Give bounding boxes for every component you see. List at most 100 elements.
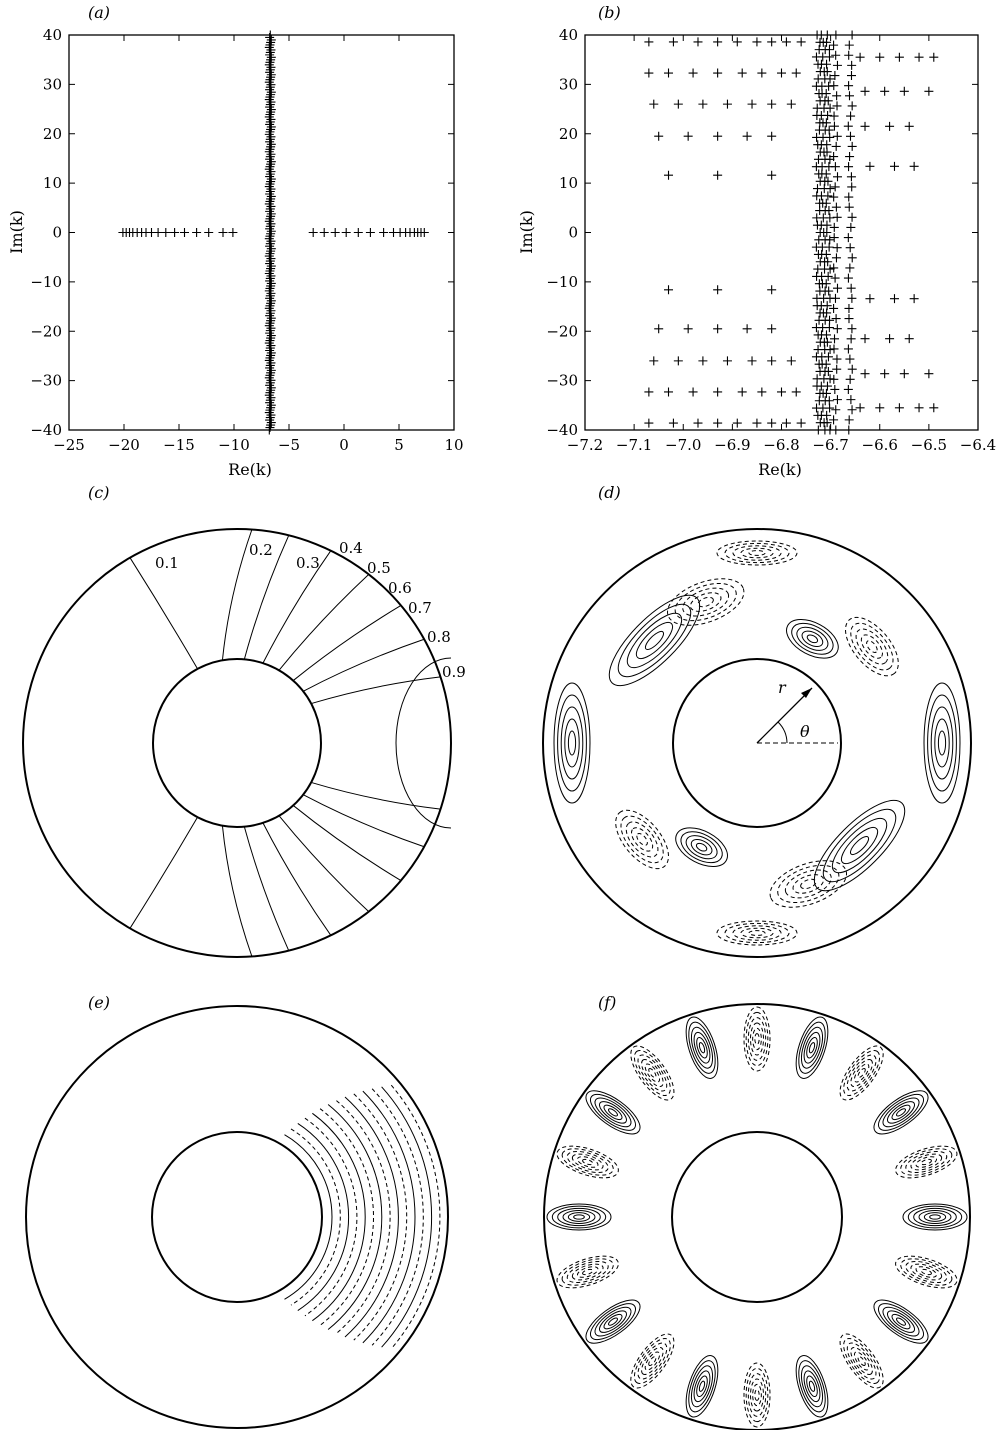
data-point — [264, 321, 274, 331]
data-point — [844, 425, 854, 435]
data-point — [319, 228, 329, 237]
data-point — [264, 425, 274, 435]
data-point — [767, 324, 777, 334]
data-point — [847, 324, 857, 334]
contour-line — [603, 1313, 623, 1330]
data-point — [832, 91, 842, 101]
y-tick-label: 20 — [43, 125, 62, 143]
contour-line — [732, 925, 782, 941]
panel-c-label: (c) — [88, 483, 109, 502]
data-point — [654, 324, 664, 334]
x-tick-label: −7.1 — [616, 436, 652, 454]
contour-line — [850, 1058, 873, 1087]
data-point — [264, 182, 274, 192]
contour-line — [221, 529, 253, 661]
contour-line — [791, 622, 834, 655]
data-point — [732, 37, 742, 47]
data-point — [713, 324, 723, 334]
data-point — [822, 308, 832, 318]
contour-line — [752, 1027, 762, 1051]
data-point — [894, 52, 904, 62]
data-point — [880, 369, 890, 379]
contour-line — [910, 1263, 943, 1281]
contour-line — [290, 1128, 341, 1306]
data-point — [846, 395, 856, 405]
y-tick-label: 0 — [568, 224, 578, 242]
contour-line — [913, 1207, 957, 1227]
data-point — [845, 152, 855, 162]
y-tick-label: 30 — [559, 75, 578, 93]
data-point — [742, 131, 752, 141]
data-point — [713, 37, 723, 47]
contour-line — [895, 1145, 958, 1179]
contour-line — [631, 827, 654, 852]
c-label-0.2: 0.2 — [249, 541, 273, 559]
data-point — [909, 294, 919, 304]
data-point — [713, 285, 723, 295]
data-point — [365, 228, 375, 237]
panel-a-xlabel: Re(k) — [228, 460, 272, 479]
data-point — [264, 164, 274, 174]
contour-line — [625, 821, 659, 858]
data-point — [824, 396, 834, 406]
data-point — [829, 111, 839, 121]
contour-line — [910, 1153, 943, 1171]
panel-a-ylabel: Im(k) — [7, 210, 26, 254]
data-point — [266, 35, 276, 45]
contour-line — [747, 1373, 767, 1417]
data-point — [757, 387, 767, 397]
data-point — [791, 387, 801, 397]
data-point — [767, 37, 777, 47]
data-point — [767, 99, 777, 109]
y-tick-label: −30 — [30, 372, 62, 390]
panel-b-label: (b) — [598, 3, 621, 22]
panel-b-frame — [584, 34, 979, 431]
panel-c-inner-circle — [152, 658, 322, 828]
data-point — [889, 161, 899, 171]
contour-line — [312, 1112, 366, 1322]
contour-line — [831, 817, 888, 874]
data-point — [832, 283, 842, 293]
contour-line — [732, 545, 782, 561]
contour-line — [698, 1042, 706, 1054]
contour-line — [873, 1299, 929, 1344]
y-tick-label: −10 — [30, 273, 62, 291]
data-point — [832, 212, 842, 222]
data-point — [829, 121, 839, 131]
contour-line — [927, 694, 957, 792]
contour-line — [644, 1351, 661, 1371]
data-point — [830, 384, 840, 394]
x-tick-label: −25 — [53, 436, 85, 454]
contour-line — [594, 1306, 632, 1337]
data-point — [847, 364, 857, 374]
contour-line — [769, 860, 848, 908]
data-point — [825, 374, 835, 384]
data-point — [832, 101, 842, 111]
theta-arc — [777, 721, 788, 744]
theta-label: θ — [800, 722, 810, 741]
data-point — [713, 68, 723, 78]
contour-line — [336, 1100, 391, 1334]
data-point — [264, 42, 274, 52]
data-point — [752, 37, 762, 47]
data-point — [889, 294, 899, 304]
data-point — [264, 303, 274, 313]
y-tick-label: 40 — [43, 26, 62, 44]
data-point — [823, 271, 833, 281]
data-point — [894, 403, 904, 413]
contour-line — [395, 657, 452, 829]
c-label-0.8: 0.8 — [427, 628, 451, 646]
data-point — [821, 279, 831, 289]
contour-line — [896, 1317, 907, 1326]
data-point — [844, 415, 854, 425]
contour-line — [688, 1360, 716, 1413]
contour-line — [896, 1108, 907, 1117]
data-point — [832, 60, 842, 70]
data-point — [829, 233, 839, 243]
contour-line — [855, 628, 889, 665]
data-point — [885, 121, 895, 131]
data-point — [824, 125, 834, 135]
contour-line — [637, 1342, 668, 1380]
contour-line — [129, 557, 198, 670]
contour-line — [311, 676, 441, 705]
